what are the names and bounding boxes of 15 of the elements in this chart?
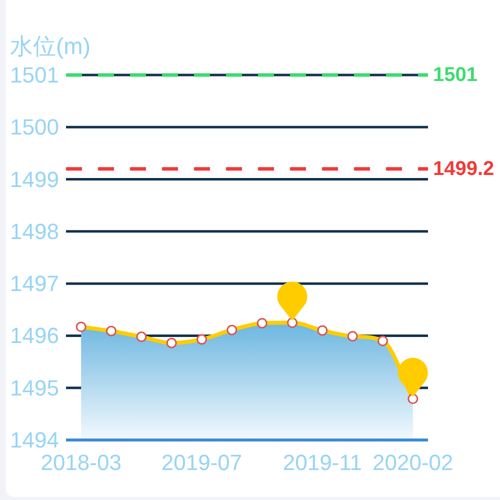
ref-line-label: 1501 (433, 64, 478, 86)
y-tick-label: 1498 (10, 218, 59, 244)
y-tick-label: 1495 (10, 375, 59, 400)
y-axis-title: 水位(m) (10, 33, 90, 59)
y-tick-label: 1496 (10, 323, 59, 348)
x-tick-label: 2019-07 (161, 450, 242, 475)
x-tick-label: 2019-11 (282, 450, 362, 475)
x-tick-label: 2018-03 (40, 450, 122, 475)
y-tick-label: 1497 (10, 271, 59, 296)
y-tick-label: 1500 (10, 114, 59, 140)
y-tick-label: 1501 (10, 62, 59, 88)
ref-line-label: 1499.2 (433, 158, 494, 180)
x-tick-label: 2020-02 (372, 450, 454, 475)
y-tick-label: 1494 (10, 428, 59, 452)
y-tick-label: 1499 (10, 166, 59, 192)
